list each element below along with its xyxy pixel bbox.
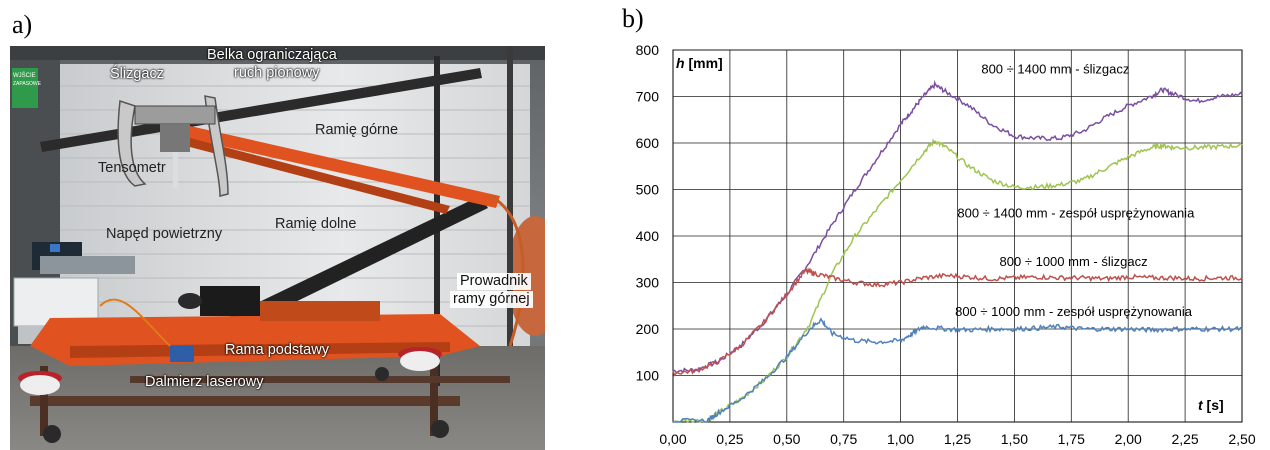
- series-lines: [672, 79, 1243, 424]
- y-tick-label: 800: [636, 42, 660, 58]
- series-annotation-1: 800 ÷ 1400 mm - zespół usprężynowania: [957, 205, 1195, 220]
- x-tick-label: 0,50: [773, 431, 800, 447]
- chart-svg: 100 200 300 400 500 600 700 800 0,00 0,25 0,50 0,7…: [636, 42, 1256, 447]
- x-tick-label: 0,75: [830, 431, 857, 447]
- series-line-0: [672, 79, 1243, 374]
- y-tick-label: 500: [636, 182, 660, 198]
- label-belka-line1: Belka ograniczająca: [207, 47, 337, 63]
- x-tick-label: 0,00: [659, 431, 686, 447]
- exit-sign-text-2: ZAPASOWE: [13, 81, 42, 87]
- y-axis-label: h [mm]: [676, 55, 723, 71]
- label-belka-line2: ruch pionowy: [234, 65, 320, 81]
- photo-illustration: WJŚCIE ZAPASOWE: [10, 46, 545, 450]
- y-tick-label: 100: [636, 368, 660, 384]
- x-tick-label: 1,75: [1058, 431, 1085, 447]
- panel-a-letter: a): [12, 10, 33, 39]
- panel-b-letter: b): [622, 4, 644, 33]
- label-dalmierz: Dalmierz laserowy: [145, 374, 264, 390]
- y-tick-label: 600: [636, 135, 660, 151]
- x-tick-label: 2,25: [1171, 431, 1198, 447]
- x-axis-label: t [s]: [1198, 397, 1224, 413]
- label-tensometr: Tensometr: [98, 160, 166, 176]
- label-naped: Napęd powietrzny: [106, 226, 223, 242]
- label-ramie-dolne: Ramię dolne: [275, 216, 357, 232]
- x-tick-labels: 0,00 0,25 0,50 0,75 1,00 1,25 1,50 1,75 2,00 2,25…: [659, 431, 1255, 447]
- x-tick-label: 1,00: [887, 431, 914, 447]
- series-annotations: 800 ÷ 1400 mm - ślizgacz 800 ÷ 1400 mm - …: [955, 61, 1195, 319]
- series-line-3: [673, 317, 1243, 424]
- label-rama-podstawy: Rama podstawy: [225, 342, 329, 358]
- y-tick-label: 200: [636, 321, 660, 337]
- x-tick-label: 0,25: [716, 431, 743, 447]
- height-vs-time-chart: 100 200 300 400 500 600 700 800 0,00 0,25 0,50 0,7…: [600, 40, 1270, 450]
- x-tick-label: 1,50: [1001, 431, 1028, 447]
- y-tick-label: 300: [636, 275, 660, 291]
- series-annotation-2: 800 ÷ 1000 mm - ślizgacz: [1000, 254, 1148, 269]
- label-ramie-gorne: Ramię górne: [315, 122, 399, 138]
- label-slizgacz: Ślizgacz: [110, 66, 164, 82]
- x-tick-label: 2,00: [1115, 431, 1142, 447]
- x-tick-label: 2,50: [1228, 431, 1255, 447]
- series-line-2: [672, 266, 1243, 377]
- y-tick-labels: 100 200 300 400 500 600 700 800: [636, 42, 660, 384]
- test-rig-photo: WJŚCIE ZAPASOWE: [10, 46, 545, 450]
- series-annotation-3: 800 ÷ 1000 mm - zespół usprężynowania: [955, 304, 1193, 319]
- x-tick-label: 1,25: [944, 431, 971, 447]
- series-annotation-0: 800 ÷ 1400 mm - ślizgacz: [981, 61, 1129, 76]
- label-prowadnik-line1: Prowadnik: [457, 273, 531, 290]
- label-prowadnik-line2: ramy górnej: [450, 291, 533, 308]
- grid: [672, 49, 1243, 423]
- y-tick-label: 700: [636, 89, 660, 105]
- exit-sign-text-1: WJŚCIE: [13, 71, 36, 79]
- y-tick-label: 400: [636, 228, 660, 244]
